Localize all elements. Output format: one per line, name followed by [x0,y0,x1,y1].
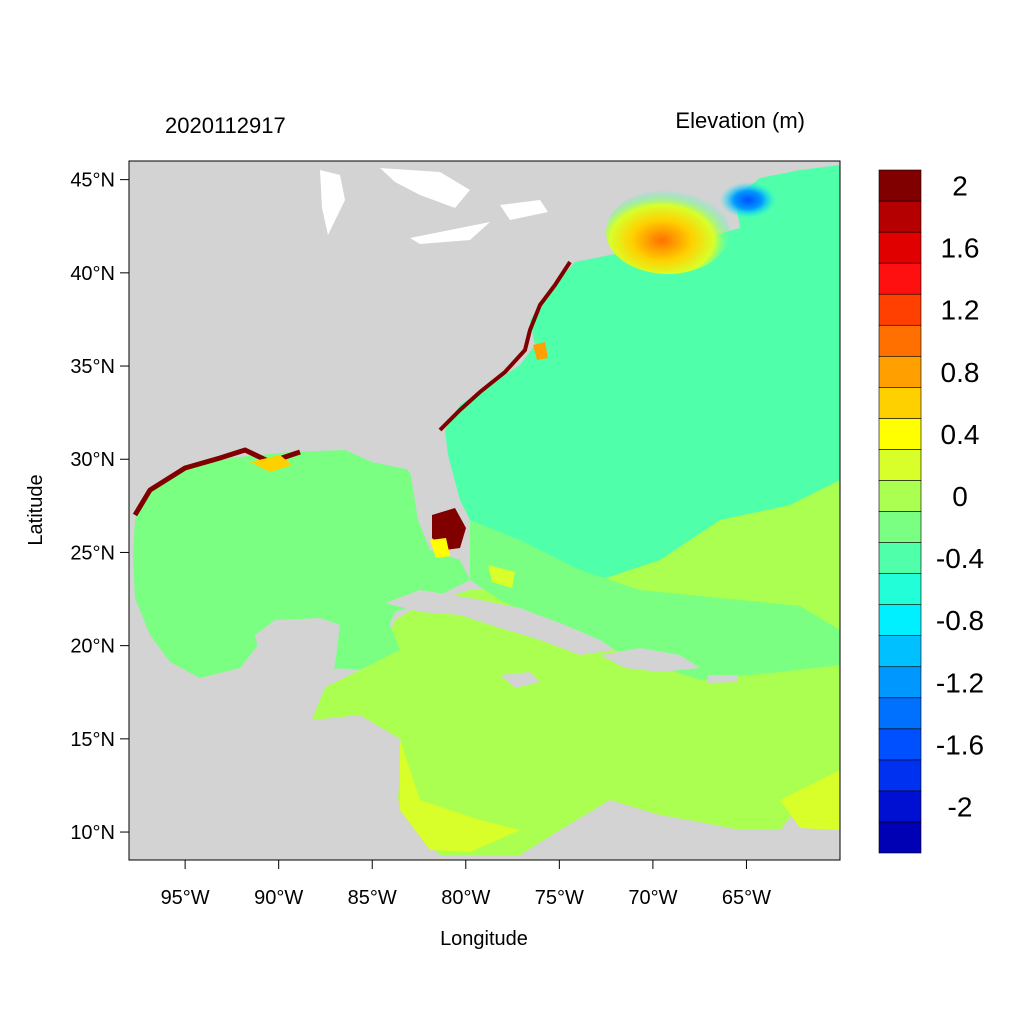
colorbar-swatch [878,697,922,730]
y-tick-label: 45°N [70,170,115,192]
colorbar-label: -0.4 [936,543,984,574]
colorbar-swatch [878,821,922,854]
colorbar-swatch [878,573,922,605]
colorbar-swatch [878,387,922,419]
colorbar-label: 2 [952,171,968,202]
colorbar-label: -1.2 [936,667,984,698]
colorbar-label: 0 [952,481,968,512]
x-tick-label: 75°W [535,887,584,909]
x-axis: 95°W 90°W 85°W 80°W 75°W 70°W 65°W [161,860,771,909]
colorbar-swatch [878,262,922,295]
colorbar-swatch [878,480,922,512]
y-axis: 45°N 40°N 35°N 30°N 25°N 20°N 15°N 10°N [70,170,129,844]
cape-hatteras-high [533,342,548,360]
hispaniola-land [600,648,700,672]
x-tick-label: 70°W [628,887,677,909]
colorbar-swatch [878,511,922,543]
colorbar-swatch [878,790,922,823]
colorbar-swatch [878,635,922,668]
cuba-north-high [488,565,515,588]
carolina-surge [438,260,572,432]
variable-title: Elevation (m) [675,108,805,133]
colorbar-swatch [878,169,922,202]
x-axis-label: Longitude [440,928,528,950]
puerto-rico-land [708,675,738,683]
colorbar-label: 0.4 [941,419,980,450]
honduras-high [400,740,520,852]
x-tick-label: 90°W [254,887,303,909]
colorbar-label: -2 [948,791,973,822]
colorbar-swatch [878,542,922,574]
colorbar-label: -1.6 [936,729,984,760]
colorbar-label: 1.6 [941,233,980,264]
colorbar-swatch [878,666,922,699]
cuba-land [385,590,615,655]
colorbar-swatch [878,324,922,357]
x-tick-label: 65°W [722,887,771,909]
x-tick-label: 80°W [441,887,490,909]
colorbar-swatch [878,604,922,636]
gulf-of-mexico [133,450,470,678]
great-lakes [320,168,548,244]
colorbar-swatch [878,200,922,233]
louisiana-high [250,455,292,472]
colorbar-label: 1.2 [941,295,980,326]
y-tick-label: 15°N [70,729,115,751]
plot-frame [128,160,841,861]
y-tick-label: 30°N [70,449,115,471]
colorbar-labels: -2 -1.6 -1.2 -0.8 -0.4 0 0.4 0.8 1.2 1.6 2 [936,171,984,823]
colorbar-swatch [878,231,922,264]
colorbar-swatch [878,355,922,388]
colorbar [878,169,922,854]
venezuela-high [780,770,840,830]
colorbar-swatch [878,293,922,326]
colorbar-swatch [878,728,922,761]
sw-florida-high [430,538,450,558]
colorbar-label: 0.8 [941,357,980,388]
colorbar-swatch [878,418,922,450]
y-tick-label: 25°N [70,542,115,564]
nova-scotia-low [720,182,776,218]
x-tick-label: 95°W [161,887,210,909]
run-timestamp-title: 2020112917 [165,113,286,138]
bahamas-band [470,520,840,680]
colorbar-swatch [878,759,922,792]
y-tick-label: 10°N [70,822,115,844]
caribbean-sea [312,480,840,855]
map-panel [129,161,840,860]
jamaica-land [500,672,540,688]
colorbar-swatch [878,449,922,481]
yucatan-channel [330,620,400,670]
y-axis-label: Latitude [25,474,47,545]
x-tick-label: 85°W [348,887,397,909]
yucatan-land [255,618,340,720]
colorbar-label: -0.8 [936,605,984,636]
gulf-of-maine-high [606,190,730,274]
y-tick-label: 40°N [70,263,115,285]
y-tick-label: 20°N [70,636,115,658]
y-tick-label: 35°N [70,356,115,378]
